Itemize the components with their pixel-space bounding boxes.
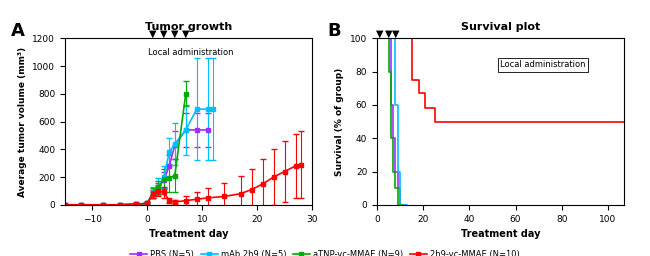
Y-axis label: Average tumor volume (mm³): Average tumor volume (mm³) — [18, 47, 27, 197]
Text: A: A — [10, 22, 25, 40]
Legend: PBS (N=5), mAb 2h9 (N=5), aTNP-vc-MMAE (N=9), 2h9-vc-MMAE (N=10): PBS (N=5), mAb 2h9 (N=5), aTNP-vc-MMAE (… — [127, 247, 523, 256]
Title: Survival plot: Survival plot — [461, 22, 540, 32]
Title: Tumor growth: Tumor growth — [145, 22, 232, 32]
Text: B: B — [328, 22, 341, 40]
X-axis label: Treatment day: Treatment day — [149, 229, 228, 239]
Text: ▼: ▼ — [385, 28, 393, 38]
Text: ▼: ▼ — [160, 28, 168, 38]
Text: ▼: ▼ — [392, 28, 399, 38]
Y-axis label: Survival (% of group): Survival (% of group) — [335, 68, 345, 176]
X-axis label: Treatment day: Treatment day — [461, 229, 540, 239]
Text: Local administration: Local administration — [148, 48, 234, 57]
Text: ▼: ▼ — [171, 28, 179, 38]
Text: ▼: ▼ — [149, 28, 157, 38]
Text: ▼: ▼ — [182, 28, 190, 38]
Text: ▼: ▼ — [376, 28, 383, 38]
Text: Local administration: Local administration — [500, 60, 586, 69]
